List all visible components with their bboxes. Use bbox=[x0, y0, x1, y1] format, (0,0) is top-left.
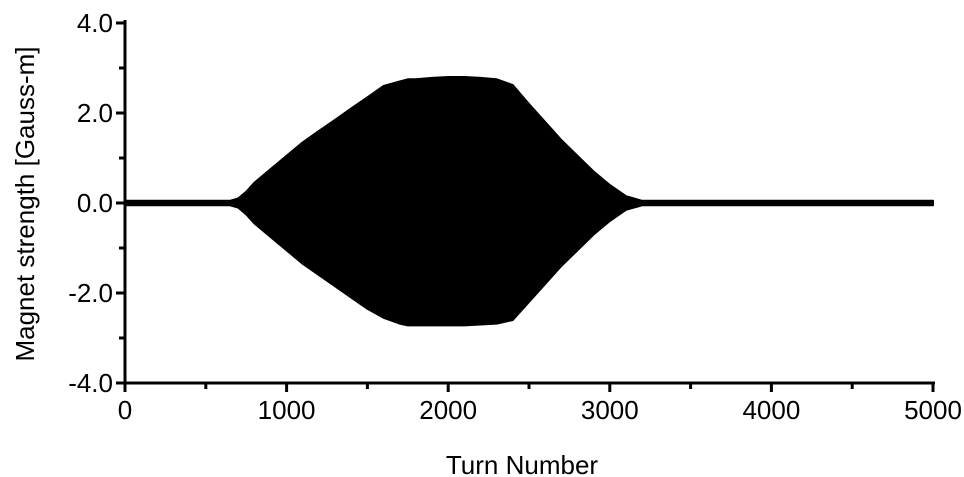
y-tick-label: 0.0 bbox=[77, 188, 113, 218]
x-tick-label: 2000 bbox=[419, 395, 477, 425]
y-tick-label: -4.0 bbox=[68, 368, 113, 398]
y-tick-label: 4.0 bbox=[77, 8, 113, 38]
y-tick-label: -2.0 bbox=[68, 278, 113, 308]
y-axis-title: Magnet strength [Gauss-m] bbox=[10, 46, 40, 361]
x-axis-ticks: 0 1000 2000 3000 4000 5000 bbox=[118, 383, 962, 425]
x-tick-label: 4000 bbox=[742, 395, 800, 425]
x-tick-label: 5000 bbox=[904, 395, 962, 425]
x-tick-label: 0 bbox=[118, 395, 132, 425]
x-tick-label: 3000 bbox=[581, 395, 639, 425]
x-tick-label: 1000 bbox=[258, 395, 316, 425]
signal-envelope-series-0 bbox=[125, 77, 933, 325]
y-axis-ticks: 4.0 2.0 0.0 -2.0 -4.0 bbox=[68, 8, 125, 398]
y-tick-label: 2.0 bbox=[77, 98, 113, 128]
plot-area bbox=[125, 77, 933, 325]
x-axis-title: Turn Number bbox=[446, 450, 599, 477]
